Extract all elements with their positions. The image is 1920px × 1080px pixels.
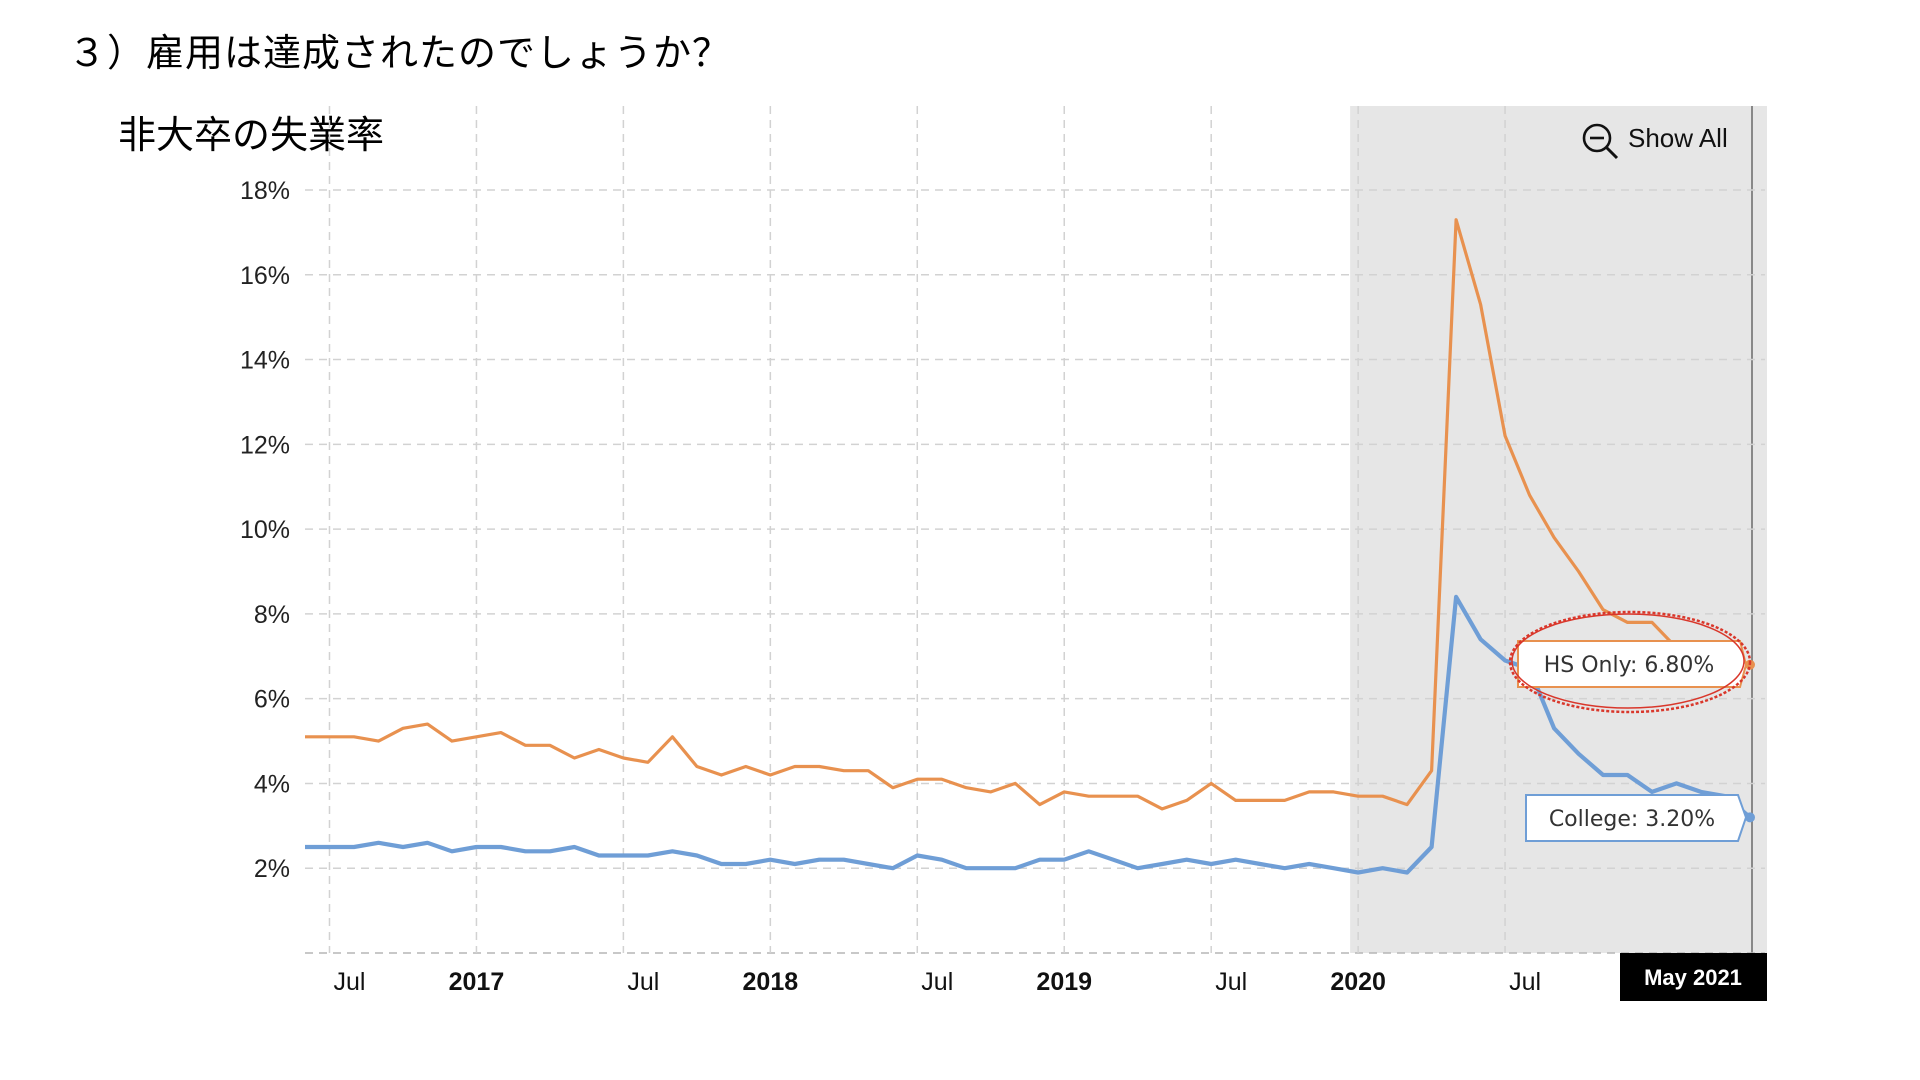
slide-heading: ３）雇用は達成されたのでしょうか？ [68,31,732,75]
y-tick-label: 14% [240,347,290,375]
series-end-point [1745,812,1755,823]
series-line-hs-only [305,218,1750,811]
x-tick-label: Jul [1509,968,1541,996]
y-tick-label: 10% [240,516,290,544]
x-tick-label: 2020 [1330,968,1386,996]
show-all-button[interactable]: Show All [1582,123,1728,160]
y-tick-label: 8% [254,601,290,629]
show-all-label: Show All [1628,123,1728,153]
zoom-out-icon [1582,123,1612,153]
x-tick-label: 2017 [449,968,505,996]
y-tick-label: 2% [254,855,290,883]
zoom-out-icon-handle [1604,145,1619,160]
callout-hs-only: HS Only: 6.80% [1517,640,1748,688]
x-tick-label: Jul [1215,968,1247,996]
callout-college: College: 3.20% [1525,794,1748,842]
y-tick-label: 16% [240,262,290,290]
y-tick-label: 6% [254,686,290,714]
x-tick-label: 2018 [743,968,799,996]
x-tick-label: Jul [921,968,953,996]
highlight-circle [1508,610,1752,714]
end-date-label: May 2021 [1644,965,1742,990]
end-date-badge [1620,953,1767,1001]
callout-label: College: 3.20% [1549,807,1715,832]
highlight-circle-inner [1511,613,1745,709]
chart-title: 非大卒の失業率 [118,113,385,157]
y-tick-label: 4% [254,770,290,798]
x-tick-label: Jul [334,968,366,996]
series-line-college [305,594,1752,875]
y-tick-label: 18% [240,177,290,205]
x-tick-label: 2019 [1036,968,1092,996]
callout-label: HS Only: 6.80% [1544,653,1715,678]
x-tick-label: Jul [627,968,659,996]
y-tick-label: 12% [240,431,290,459]
